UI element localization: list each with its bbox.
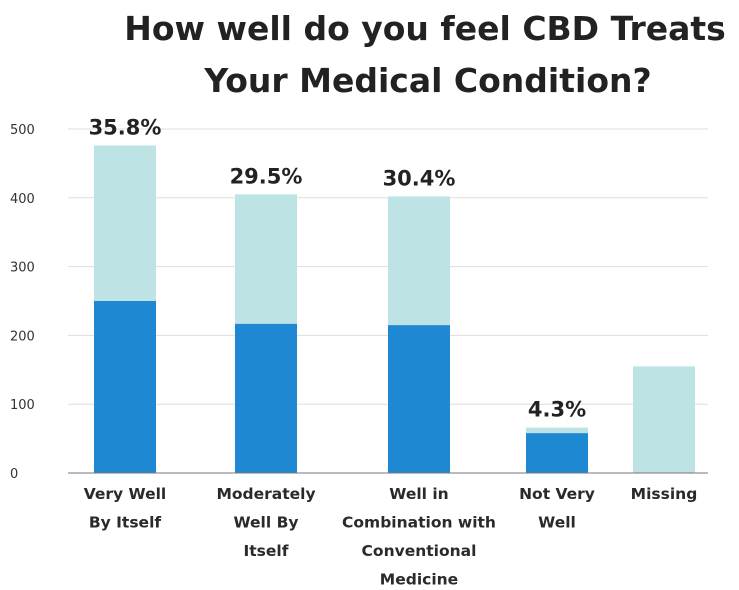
x-tick-label-line: Well [538, 514, 576, 532]
x-tick-label-line: By Itself [89, 514, 162, 532]
data-labels: 35.8% 29.5% 30.4% 4.3% [89, 116, 587, 422]
bar-segment [633, 366, 695, 473]
x-tick-label-line: Not Very [519, 485, 595, 503]
x-tick-label: Moderately Well By Itself [216, 485, 315, 560]
y-tick-label: 300 [10, 261, 35, 276]
x-tick-label: Not Very Well [519, 485, 595, 532]
x-tick-label-line: Conventional [362, 542, 477, 560]
bar-segment [526, 427, 588, 434]
x-axis-labels: Very Well By Itself Moderately Well By Itsel… [84, 485, 698, 589]
data-label: 30.4% [383, 166, 456, 190]
x-tick-label: Missing [631, 485, 698, 503]
data-label: 4.3% [528, 398, 586, 422]
chart-title-line-2: Your Medical Condition? [203, 61, 651, 100]
y-tick-label: 500 [10, 123, 35, 138]
x-tick-label-line: Moderately [216, 485, 315, 503]
bars [94, 145, 695, 473]
y-tick-label: 0 [10, 467, 18, 482]
x-tick-label-line: Itself [244, 542, 289, 560]
x-tick-label-line: Well By [234, 514, 299, 532]
x-tick-label-line: Medicine [380, 571, 458, 589]
x-tick-label: Well in Combination with Conventional Medic… [342, 485, 496, 589]
bar-segment [235, 323, 297, 473]
bar-segment [526, 433, 588, 473]
data-label: 29.5% [230, 164, 303, 188]
bar-segment [388, 325, 450, 473]
x-tick-label-line: Well in [389, 485, 448, 503]
chart-title: How well do you feel CBD Treats Your Med… [124, 9, 726, 100]
y-tick-label: 400 [10, 192, 35, 207]
bar-segment [235, 194, 297, 324]
y-axis-ticks: 0 100 200 300 400 500 [10, 123, 35, 482]
bar-segment [94, 301, 156, 473]
y-tick-label: 200 [10, 329, 35, 344]
data-label: 35.8% [89, 116, 162, 140]
bar-segment [388, 196, 450, 326]
x-tick-label: Very Well By Itself [84, 485, 167, 532]
x-tick-label-line: Missing [631, 485, 698, 503]
x-tick-label-line: Very Well [84, 485, 167, 503]
y-tick-label: 100 [10, 398, 35, 413]
bar-segment [94, 145, 156, 301]
chart-title-line-1: How well do you feel CBD Treats [124, 9, 726, 48]
x-tick-label-line: Combination with [342, 514, 496, 532]
